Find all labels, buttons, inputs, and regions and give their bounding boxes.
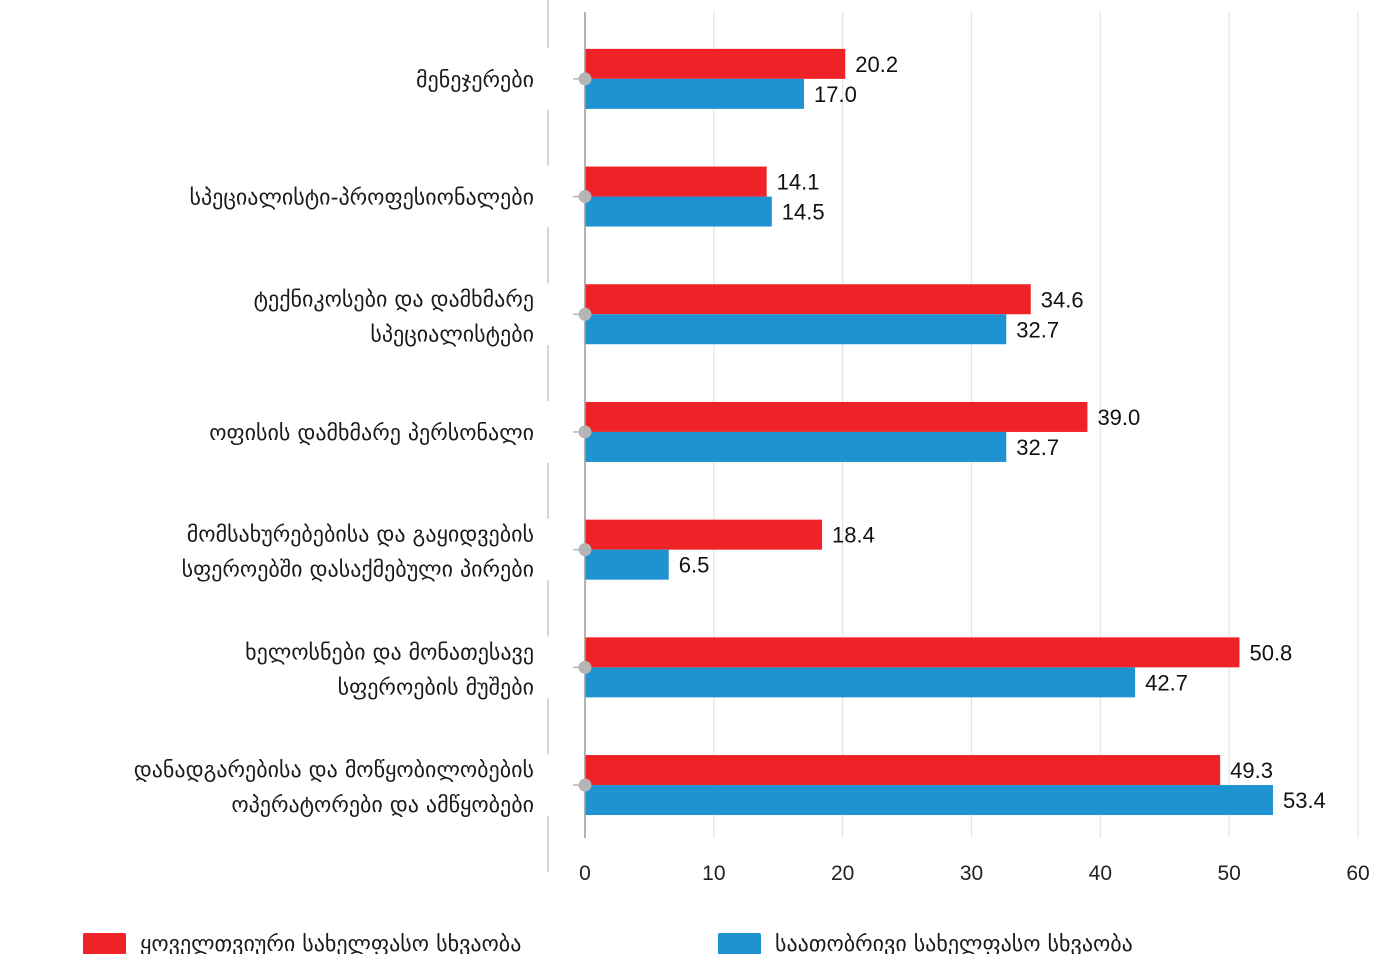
- value-label-hourly: 14.5: [782, 200, 825, 225]
- value-label-hourly: 32.7: [1016, 317, 1059, 342]
- category-label: ტექნიკოსები და დამხმარე: [254, 287, 534, 312]
- value-label-hourly: 6.5: [679, 553, 710, 578]
- bar-hourly: [585, 314, 1006, 344]
- legend-swatch-hourly: [718, 933, 761, 954]
- value-label-monthly: 20.2: [855, 52, 898, 77]
- bar-hourly: [585, 667, 1135, 697]
- category-label: მენეჯერები: [416, 68, 534, 93]
- bar-hourly: [585, 197, 772, 227]
- bars: [585, 49, 1273, 815]
- x-tick-label: 20: [831, 862, 854, 885]
- bar-monthly: [585, 637, 1239, 667]
- value-label-monthly: 34.6: [1041, 287, 1084, 312]
- category-label: სპეციალისტები: [370, 322, 534, 347]
- bar-monthly: [585, 520, 822, 550]
- y-tick-dot: [579, 190, 592, 203]
- value-label-monthly: 49.3: [1230, 758, 1273, 783]
- category-label: სფეროების მუშები: [338, 675, 534, 700]
- legend-label-hourly: საათობრივი სახელფასო სხვაობა: [775, 932, 1133, 954]
- bar-hourly: [585, 79, 804, 109]
- value-label-monthly: 39.0: [1097, 405, 1140, 430]
- legend-swatch-monthly: [83, 933, 126, 954]
- value-label-hourly: 32.7: [1016, 435, 1059, 460]
- category-label: ხელოსნები და მონათესავე: [245, 640, 534, 665]
- bar-hourly: [585, 550, 669, 580]
- bar-hourly: [585, 785, 1273, 815]
- bar-monthly: [585, 167, 767, 197]
- legend-label-monthly: ყოველთვიური სახელფასო სხვაობა: [140, 932, 521, 954]
- y-tick-dot: [579, 779, 592, 792]
- value-label-monthly: 18.4: [832, 523, 875, 548]
- x-tick-label: 60: [1346, 862, 1369, 885]
- y-tick-dot: [579, 661, 592, 674]
- value-label-monthly: 50.8: [1249, 640, 1292, 665]
- y-tick-dot: [579, 425, 592, 438]
- value-label-hourly: 17.0: [814, 82, 857, 107]
- y-tick-dot: [579, 308, 592, 321]
- x-tick-label: 0: [579, 862, 591, 885]
- category-label: სფეროებში დასაქმებული პირები: [182, 558, 534, 583]
- category-label: მომსახურებებისა და გაყიდვების: [187, 523, 534, 548]
- value-label-hourly: 53.4: [1283, 788, 1326, 813]
- value-label-monthly: 14.1: [777, 170, 820, 195]
- category-label: სპეციალისტი-პროფესიონალები: [190, 186, 535, 211]
- x-tick-label: 40: [1089, 862, 1112, 885]
- bar-hourly: [585, 432, 1006, 462]
- bar-monthly: [585, 284, 1031, 314]
- legend: ყოველთვიური სახელფასო სხვაობა საათობრივი …: [83, 932, 1133, 954]
- bar-monthly: [585, 49, 845, 79]
- x-tick-label: 30: [960, 862, 983, 885]
- x-tick-label: 50: [1217, 862, 1240, 885]
- y-tick-dot: [579, 543, 592, 556]
- x-tick-label: 10: [702, 862, 725, 885]
- bar-monthly: [585, 402, 1087, 432]
- category-label: დანადგარებისა და მოწყობილობების: [134, 758, 534, 783]
- value-label-hourly: 42.7: [1145, 670, 1188, 695]
- axes: [548, 0, 592, 872]
- category-label: ოპერატორები და ამწყობები: [231, 793, 534, 818]
- bar-monthly: [585, 755, 1220, 785]
- y-tick-dot: [579, 72, 592, 85]
- category-label: ოფისის დამხმარე პერსონალი: [209, 421, 534, 446]
